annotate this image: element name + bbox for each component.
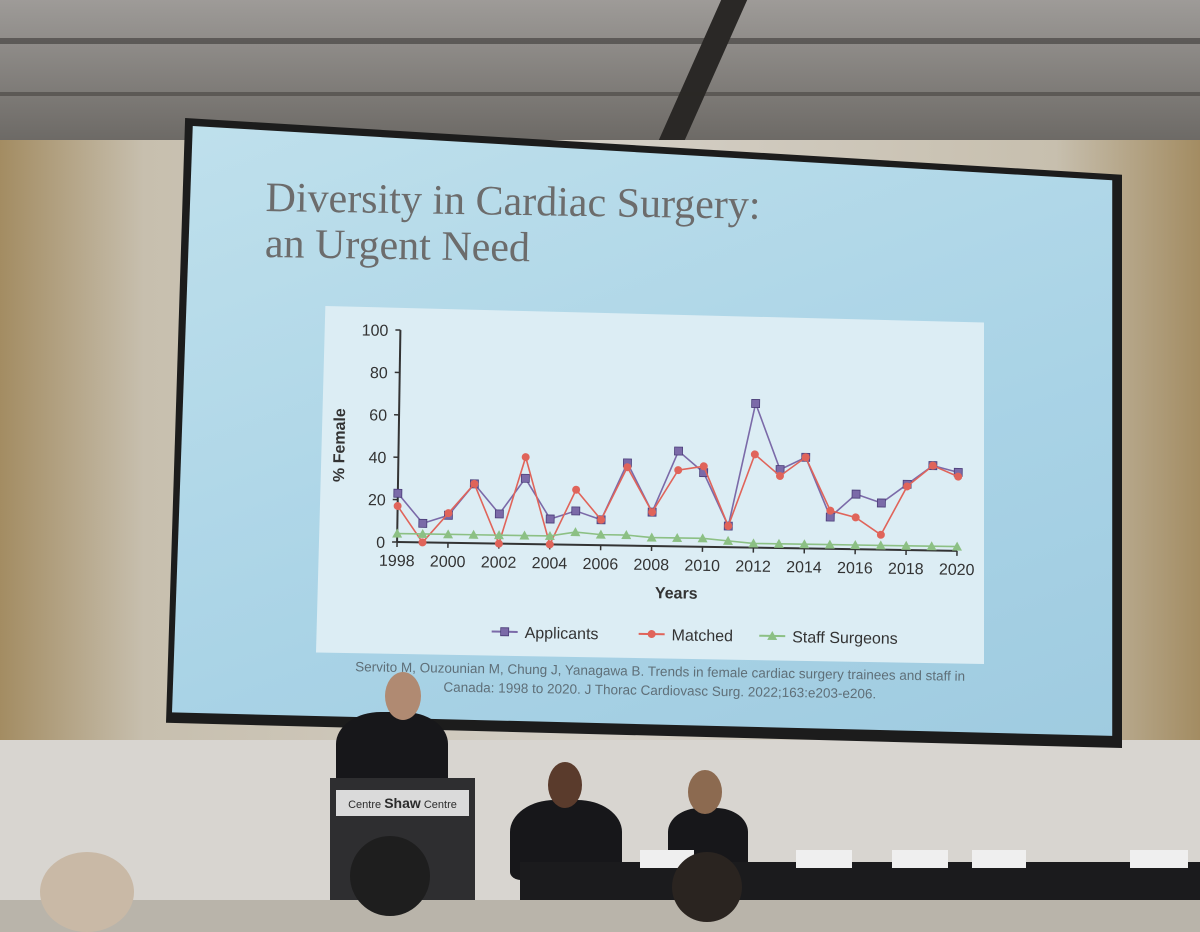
data-point-applicants <box>877 499 885 507</box>
data-point-applicants <box>495 510 503 518</box>
x-tick-label: 1998 <box>379 553 415 571</box>
slide-title: Diversity in Cardiac Surgery: an Urgent … <box>265 175 886 277</box>
y-tick-label: 100 <box>362 322 389 339</box>
nameplate <box>796 850 852 868</box>
data-point-staff-surgeons <box>570 527 580 536</box>
x-tick-label: 2020 <box>939 562 975 580</box>
x-axis-label: Years <box>655 585 698 603</box>
audience-head <box>672 852 742 922</box>
legend-marker-applicants <box>501 628 509 636</box>
y-tick-label: 60 <box>369 407 387 424</box>
y-tick-label: 20 <box>368 492 386 509</box>
podium-sign: Centre Shaw Centre <box>336 790 469 816</box>
panelist-head <box>548 762 582 808</box>
data-point-applicants <box>521 474 529 482</box>
data-point-matched <box>546 540 554 548</box>
x-tick-label: 2000 <box>430 554 466 572</box>
ceiling-beam-diagonal <box>659 0 747 140</box>
x-tick-label: 2012 <box>735 558 771 576</box>
ceiling-beam <box>0 38 1200 44</box>
data-point-applicants <box>419 519 427 527</box>
nameplate <box>1130 850 1188 868</box>
line-chart: 0 20 40 60 80 100 1998 2000 2002 2004 2006 2008 2010… <box>313 301 987 669</box>
data-point-applicants <box>572 507 580 515</box>
y-tick-label: 80 <box>370 365 388 382</box>
legend-label-staff-surgeons: Staff Surgeons <box>792 629 898 648</box>
nameplate <box>972 850 1026 868</box>
chart-panel: 0 20 40 60 80 100 1998 2000 2002 2004 2006 2008 2010… <box>316 306 984 664</box>
ceiling <box>0 0 1200 140</box>
data-point-applicants <box>674 447 682 455</box>
nameplate <box>892 850 948 868</box>
legend-marker-matched <box>648 630 656 638</box>
legend-label-matched: Matched <box>671 627 733 645</box>
x-tick-label: 2018 <box>888 561 924 579</box>
data-point-matched <box>674 466 682 474</box>
speaker-head <box>385 672 421 720</box>
panel-table <box>520 862 1200 900</box>
data-point-applicants <box>394 489 402 497</box>
x-tick-label: 2014 <box>786 559 822 577</box>
slide-title-line-2: an Urgent Need <box>265 221 886 277</box>
ceiling-beam <box>0 92 1200 96</box>
data-point-applicants <box>546 515 554 523</box>
legend-label-applicants: Applicants <box>525 625 599 643</box>
x-tick-label: 2004 <box>532 555 568 573</box>
audience-head <box>350 836 430 916</box>
data-point-applicants <box>852 490 860 498</box>
podium-sign-left: Centre <box>348 799 381 811</box>
data-point-matched <box>522 453 530 461</box>
podium-sign-brand: Shaw <box>384 795 421 811</box>
data-point-applicants <box>752 399 760 407</box>
panelist-head <box>688 770 722 814</box>
y-axis-label: % Female <box>331 408 349 482</box>
x-tick-label: 2006 <box>582 556 618 574</box>
data-point-matched <box>495 540 503 548</box>
podium-sign-right: Centre <box>424 799 457 811</box>
series-line-applicants <box>397 398 959 532</box>
x-tick-label: 2010 <box>684 558 720 576</box>
y-tick-label: 0 <box>376 535 385 552</box>
x-axis <box>397 542 957 551</box>
audience-headscarf <box>40 852 134 932</box>
y-tick-label: 40 <box>368 450 386 467</box>
x-tick-label: 2008 <box>633 557 669 575</box>
x-tick-label: 2016 <box>837 560 873 578</box>
x-tick-label: 2002 <box>481 554 517 572</box>
